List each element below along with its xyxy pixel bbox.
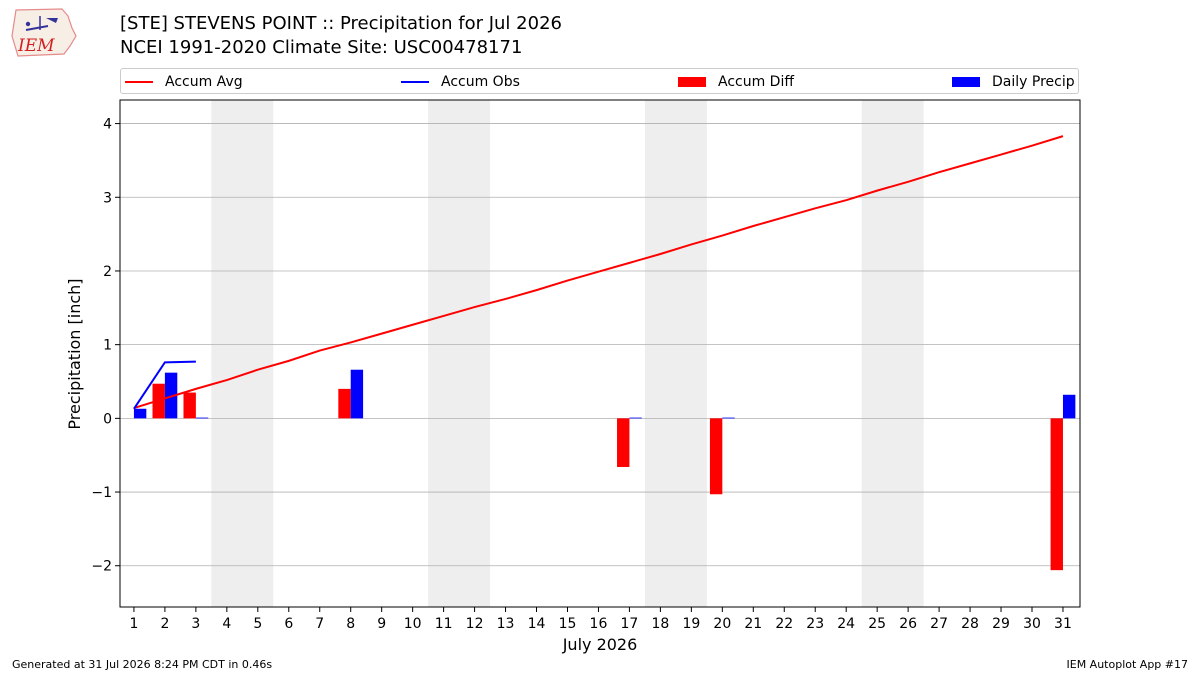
x-tick-label: 15 [559, 616, 577, 632]
x-tick-label: 26 [899, 616, 917, 632]
daily-precip-bar [133, 408, 147, 419]
x-tick-label: 3 [191, 616, 200, 632]
x-tick-label: 31 [1054, 616, 1072, 632]
accum-diff-bar [1050, 418, 1063, 571]
y-tick-label: 4 [103, 117, 112, 133]
x-tick-label: 18 [651, 616, 669, 632]
legend-item-accum-avg: Accum Avg [125, 73, 243, 91]
x-tick-label: 11 [435, 616, 453, 632]
x-tick-label: 10 [404, 616, 422, 632]
legend-label: Accum Diff [718, 74, 795, 90]
x-tick-label: 20 [713, 616, 731, 632]
daily-precip-bar [1062, 394, 1076, 419]
x-tick-label: 21 [744, 616, 762, 632]
accum-obs-line [133, 360, 196, 410]
generated-timestamp: Generated at 31 Jul 2026 8:24 PM CDT in … [12, 658, 273, 671]
plot-frame [119, 99, 1081, 608]
daily-precip-bar [629, 417, 642, 419]
x-tick-label: 14 [528, 616, 546, 632]
legend-item-accum-diff: Accum Diff [678, 73, 794, 91]
x-tick-label: 24 [837, 616, 855, 632]
x-tick-label: 25 [868, 616, 886, 632]
svg-text:IEM: IEM [17, 36, 55, 56]
legend-label: Daily Precip [992, 74, 1075, 90]
x-tick-label: 16 [590, 616, 608, 632]
daily-precip-bar [195, 417, 209, 419]
weekend-band [644, 100, 707, 607]
daily-precip-bar [350, 369, 364, 419]
x-tick-label: 6 [284, 616, 293, 632]
x-tick-label: 22 [775, 616, 793, 632]
legend-label: Accum Obs [441, 74, 520, 90]
weekend-band [211, 100, 274, 607]
y-tick-label: 1 [103, 338, 112, 354]
accum-avg-line [133, 135, 1064, 409]
accum-diff-bar [183, 392, 196, 419]
y-tick-label: 2 [103, 264, 112, 280]
x-tick-label: 17 [621, 616, 639, 632]
x-tick-label: 30 [1023, 616, 1041, 632]
x-tick-label: 8 [346, 616, 355, 632]
weekend-band [428, 100, 491, 607]
x-tick-label: 13 [497, 616, 515, 632]
x-tick-label: 19 [682, 616, 700, 632]
y-tick-label: −1 [91, 485, 112, 501]
app-id-label: IEM Autoplot App #17 [1066, 658, 1189, 671]
y-tick-label: 0 [103, 411, 112, 427]
x-tick-label: 5 [253, 616, 262, 632]
accum-diff-bar [709, 418, 723, 495]
chart-subtitle: NCEI 1991-2020 Climate Site: USC00478171 [120, 37, 523, 58]
legend-label: Accum Avg [165, 74, 243, 90]
y-tick-label: 3 [103, 190, 112, 206]
iem-logo: IEM [11, 8, 77, 57]
accum-diff-bar [338, 388, 351, 419]
accum-diff-bar [617, 418, 630, 467]
x-tick-label: 29 [992, 616, 1010, 632]
weekend-band [861, 100, 924, 607]
legend-swatch-accum-avg [125, 81, 153, 83]
x-tick-label: 23 [806, 616, 824, 632]
x-tick-label: 7 [315, 616, 324, 632]
legend-item-accum-obs: Accum Obs [401, 73, 520, 91]
legend-swatch-daily-precip [952, 77, 980, 87]
legend-swatch-accum-obs [401, 81, 429, 83]
x-tick-label: 28 [961, 616, 979, 632]
x-tick-label: 1 [129, 616, 138, 632]
x-tick-label: 12 [466, 616, 484, 632]
legend: Accum Avg Accum Obs Accum Diff Daily Pre… [120, 68, 1079, 94]
y-tick-label: −2 [91, 559, 112, 575]
x-tick-label: 27 [930, 616, 948, 632]
chart-title: [STE] STEVENS POINT :: Precipitation for… [120, 13, 562, 34]
legend-swatch-accum-diff [678, 77, 706, 87]
x-tick-label: 2 [160, 616, 169, 632]
daily-precip-bar [722, 417, 735, 419]
legend-item-daily-precip: Daily Precip [952, 73, 1075, 91]
x-axis-label: July 2026 [562, 635, 638, 654]
x-tick-label: 9 [377, 616, 386, 632]
y-axis-label: Precipitation [inch] [65, 278, 84, 429]
x-tick-label: 4 [222, 616, 231, 632]
